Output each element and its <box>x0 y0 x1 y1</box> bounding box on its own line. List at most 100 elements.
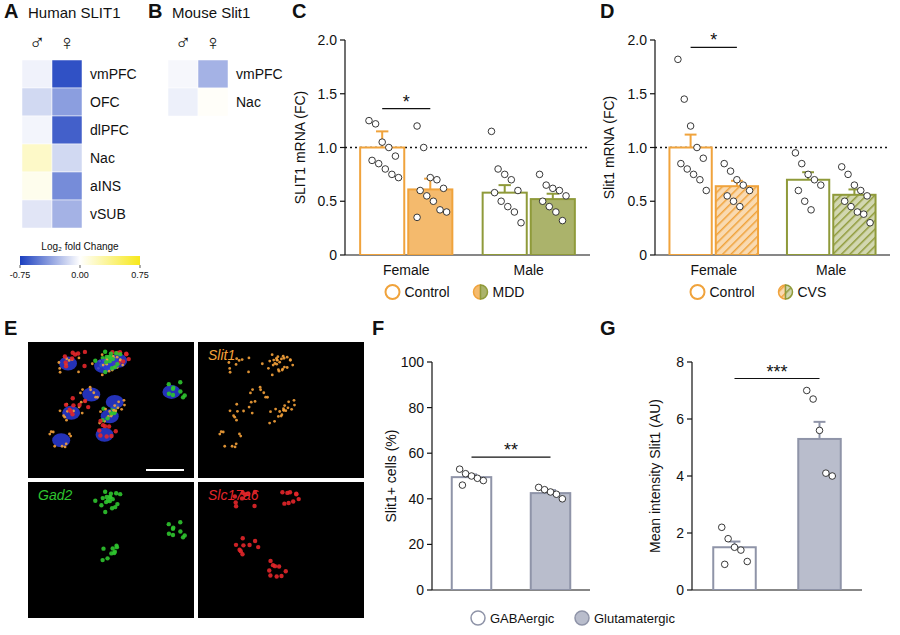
signal-speckle <box>102 364 105 367</box>
signal-speckle <box>253 539 257 543</box>
heatmap-cell <box>22 144 52 172</box>
signal-speckle <box>178 529 182 533</box>
signal-speckle <box>241 536 245 540</box>
signal-speckle <box>108 495 112 499</box>
heatmap-cell <box>52 88 82 116</box>
y-tick-label: 2.0 <box>318 32 338 48</box>
signal-speckle <box>113 365 117 369</box>
signal-speckle <box>114 429 118 433</box>
y-tick <box>687 361 692 362</box>
signal-speckle <box>112 551 116 555</box>
legend-icon <box>786 285 793 299</box>
y-tick-label: 8 <box>676 354 684 370</box>
signal-speckle <box>229 409 232 412</box>
signal-speckle <box>114 491 118 495</box>
colorbar-tick-label: 0.00 <box>71 270 89 280</box>
bar <box>713 547 756 590</box>
legend-icon <box>386 285 400 299</box>
row-label: vmPFC <box>236 66 283 82</box>
signal-speckle <box>271 353 274 356</box>
bar <box>360 148 404 256</box>
heatmap-cell <box>198 60 228 88</box>
y-tick <box>650 201 655 202</box>
y-tick <box>340 93 345 94</box>
data-point <box>392 153 399 160</box>
data-point <box>417 187 424 194</box>
y-tick <box>687 418 692 419</box>
signal-speckle <box>287 400 290 403</box>
signal-speckle <box>81 388 84 391</box>
bar <box>452 477 492 590</box>
colorbar-tick-label: -0.75 <box>10 270 31 280</box>
signal-speckle <box>103 350 107 354</box>
signal-speckle <box>63 416 66 419</box>
nucleus <box>101 409 119 423</box>
y-tick <box>650 147 655 148</box>
error-bar <box>547 194 559 199</box>
panel-label: C <box>292 0 306 22</box>
bar <box>531 199 575 255</box>
signal-speckle <box>167 522 171 526</box>
signal-speckle <box>105 416 109 420</box>
signal-speckle <box>101 374 104 377</box>
nucleus <box>94 359 112 373</box>
data-point <box>801 198 808 205</box>
signal-speckle <box>280 490 284 494</box>
data-point <box>860 211 867 218</box>
signal-speckle <box>286 356 289 359</box>
data-point <box>372 121 379 128</box>
x-tick-label: Female <box>383 262 430 278</box>
signal-speckle <box>48 433 51 436</box>
signal-speckle <box>171 533 175 537</box>
signal-speckle <box>123 399 126 402</box>
y-tick <box>687 475 692 476</box>
signal-speckle <box>58 367 61 370</box>
signal-speckle <box>277 564 281 568</box>
data-point <box>488 128 495 135</box>
bar <box>531 493 571 590</box>
micrograph <box>198 482 364 618</box>
signal-speckle <box>117 400 120 403</box>
row-label: OFC <box>90 94 120 110</box>
signal-speckle <box>274 574 278 578</box>
bar <box>787 180 829 255</box>
micrograph-signal <box>93 490 187 563</box>
legend-label: Control <box>710 284 755 300</box>
signal-speckle <box>98 433 102 437</box>
signal-speckle <box>293 399 296 402</box>
data-point <box>740 182 747 189</box>
signal-speckle <box>167 382 171 386</box>
bar <box>669 148 711 256</box>
signal-speckle <box>291 499 295 503</box>
signal-speckle <box>235 403 238 406</box>
signal-speckle <box>240 552 244 556</box>
signal-speckle <box>103 510 107 514</box>
signal-speckle <box>93 359 97 363</box>
signal-speckle <box>248 357 251 360</box>
data-point <box>480 477 487 484</box>
signal-speckle <box>284 569 288 573</box>
data-point <box>456 466 463 473</box>
plot-area <box>345 117 590 255</box>
data-point <box>845 171 852 178</box>
signal-speckle <box>65 419 68 422</box>
signal-speckle <box>91 362 94 365</box>
signal-speckle <box>121 364 124 367</box>
signal-speckle <box>268 559 272 563</box>
y-tick-label: 0 <box>329 247 337 263</box>
signal-speckle <box>83 350 87 354</box>
signal-speckle <box>281 369 284 372</box>
signal-speckle <box>234 504 238 508</box>
data-point <box>687 123 694 130</box>
y-tick <box>427 361 432 362</box>
signal-speckle <box>79 392 82 395</box>
y-tick <box>687 532 692 533</box>
heatmap-cell <box>52 144 82 172</box>
data-point <box>721 561 728 568</box>
signal-speckle <box>113 404 116 407</box>
signal-speckle <box>287 406 290 409</box>
data-point <box>501 171 508 178</box>
row-label: dlPFC <box>90 122 129 138</box>
signal-speckle <box>101 496 105 500</box>
column-label: ♂ <box>29 30 46 55</box>
